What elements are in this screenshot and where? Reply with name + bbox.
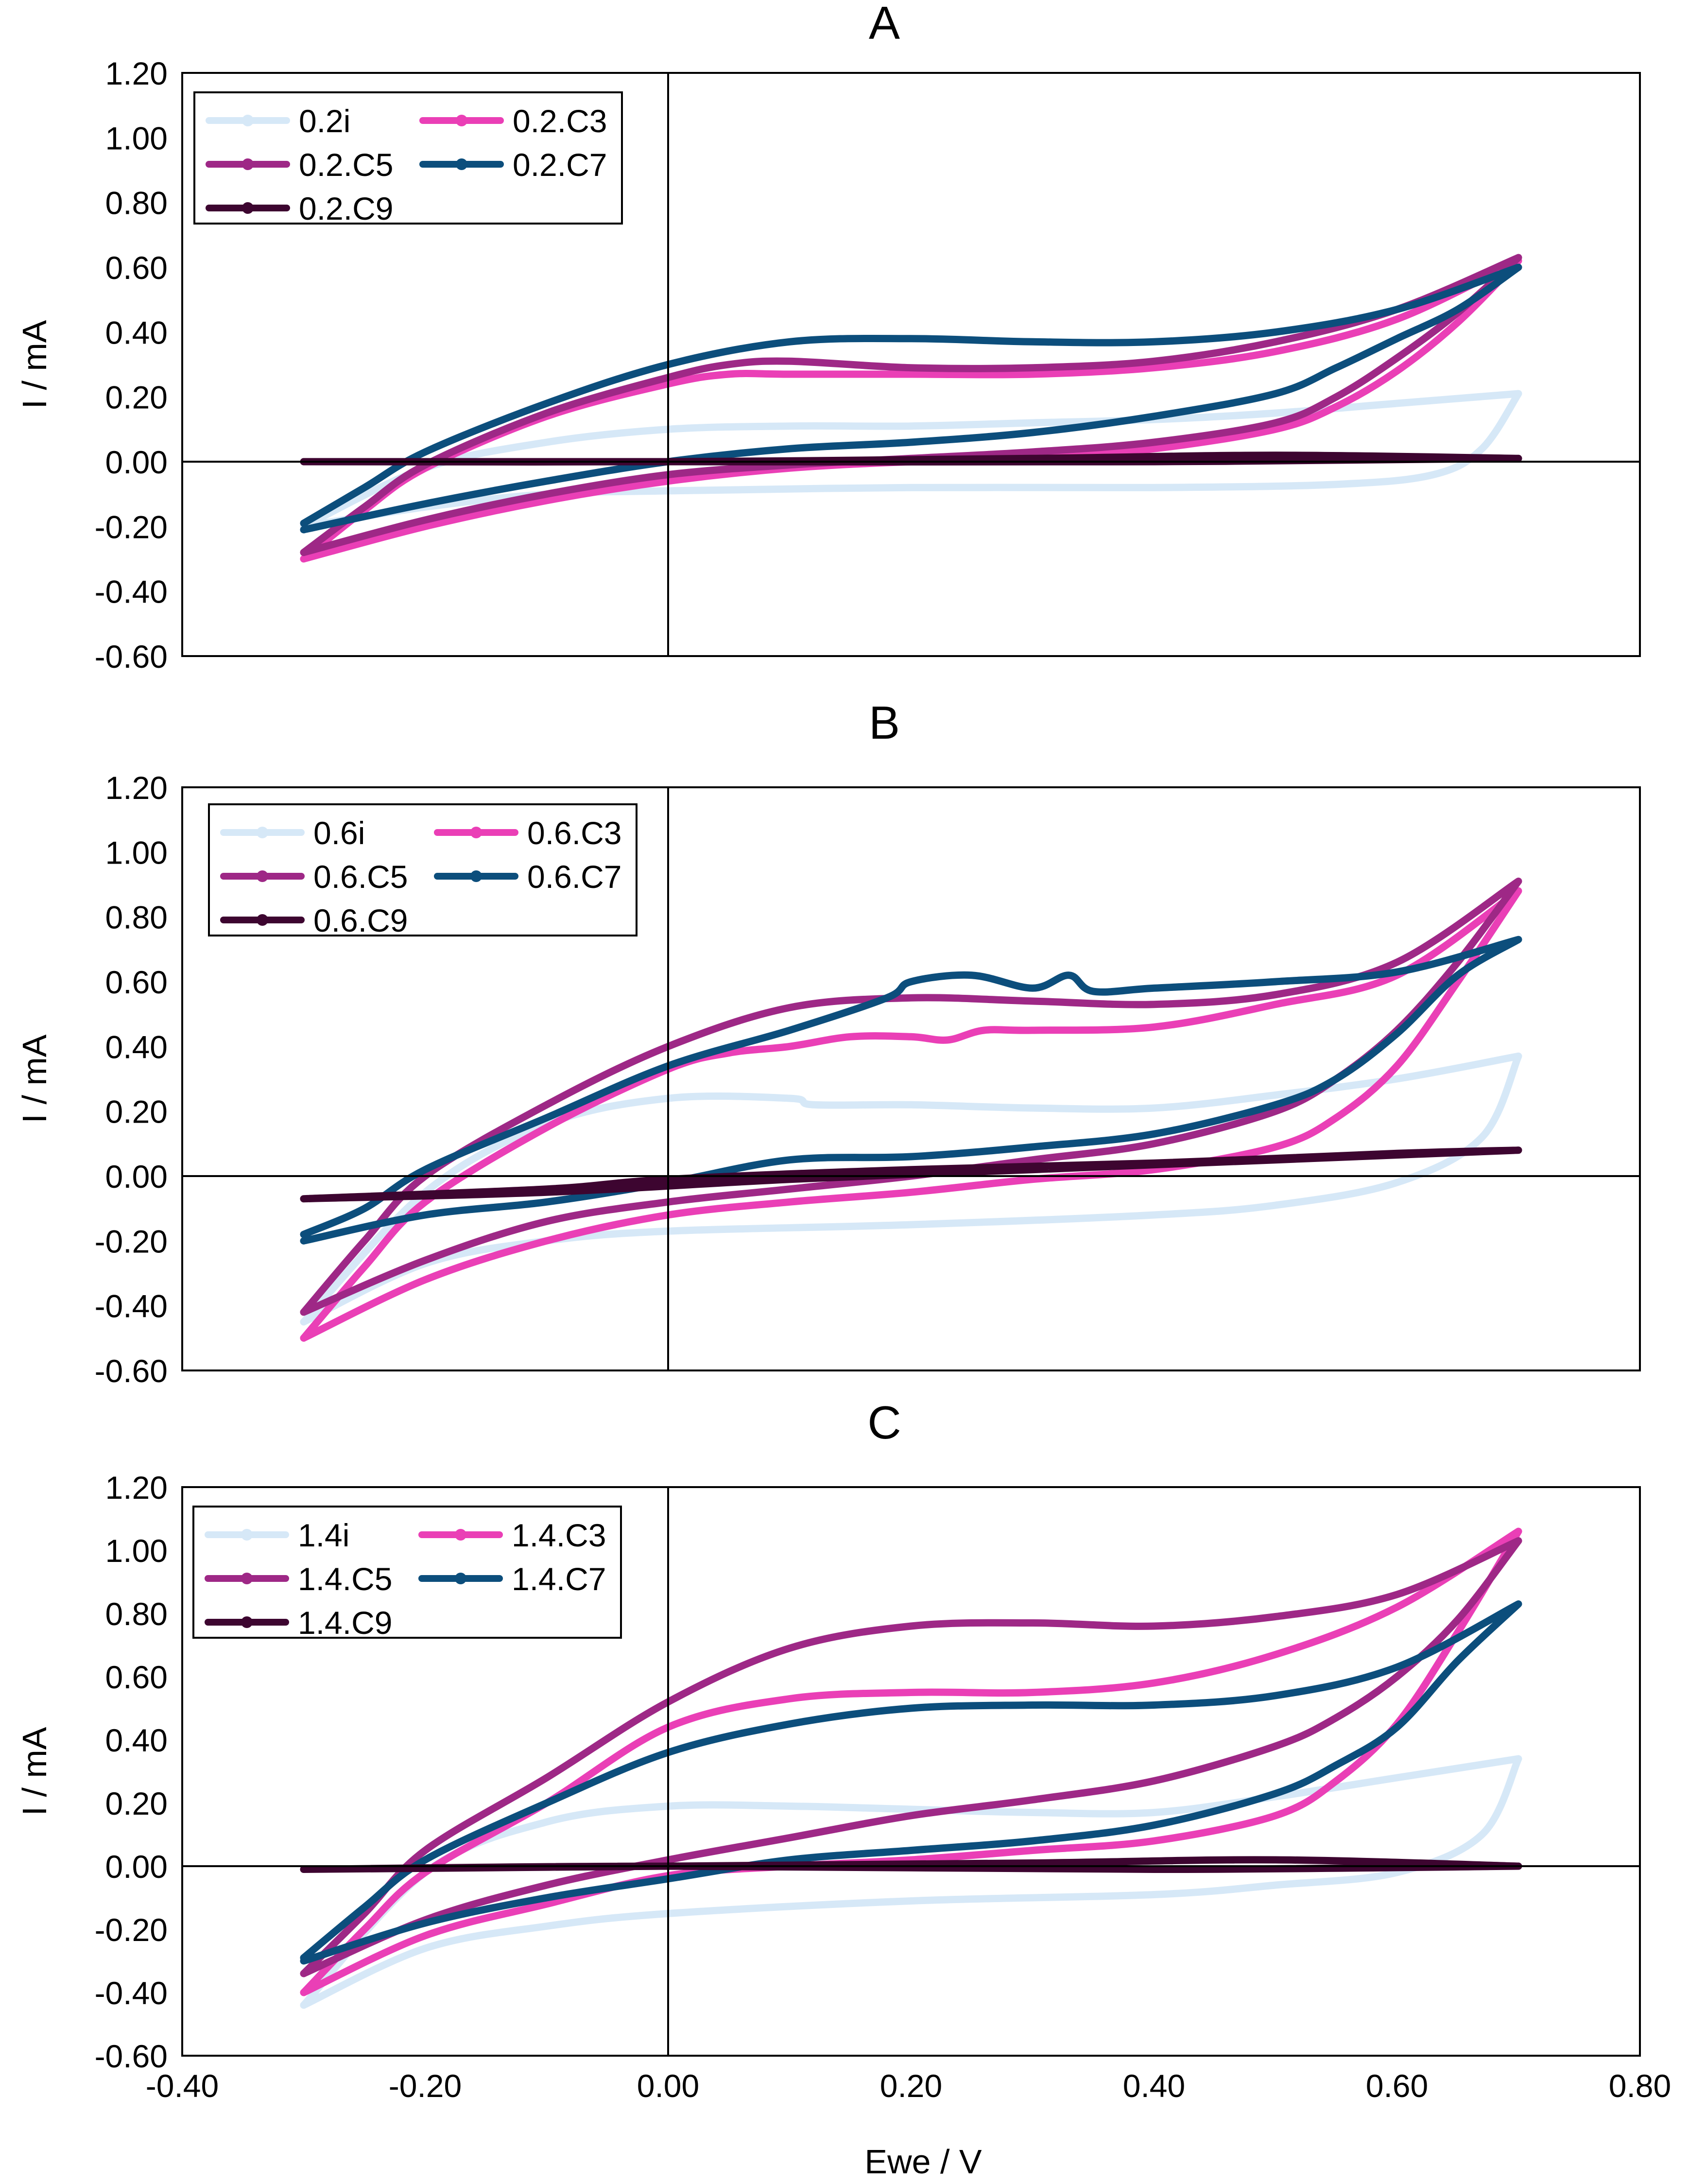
- y-tick-label: -0.40: [95, 574, 168, 610]
- chart-panel-B: B I / mA 1.20 1.00 0.80 0.60 0.40 0.20 0.00 -0.20…: [16, 697, 1641, 1389]
- plot-frame: [181, 1486, 1641, 2057]
- x-tick-label: 0.20: [880, 2068, 942, 2104]
- series-line-0.2.C3: [300, 257, 1522, 563]
- y-tick-label: 0.60: [105, 964, 168, 1000]
- legend-label: 0.2.C7: [513, 147, 607, 183]
- legend-marker: [257, 827, 268, 838]
- y-tick-label: 1.20: [105, 55, 168, 91]
- series-line-0.2i: [300, 390, 1522, 530]
- legend-label: 0.6.C7: [527, 859, 621, 895]
- legend-marker: [257, 870, 268, 882]
- legend-box: [193, 91, 623, 225]
- series-line-0.6.C3: [300, 887, 1522, 1342]
- y-tick-label: 1.00: [105, 834, 168, 870]
- x-tick-label: -0.40: [146, 2068, 219, 2104]
- series-line-1.4.C5: [300, 1537, 1522, 1977]
- chart-panel-A: A I / mA 1.20 1.00 0.80 0.60 0.40 0.20 0.00 -0.20…: [16, 0, 1641, 675]
- plot-frame: [181, 786, 1641, 1371]
- legend-marker: [455, 1529, 466, 1541]
- legend-label: 1.4.C9: [298, 1605, 392, 1641]
- legend-marker: [242, 158, 254, 170]
- legend-label: 0.6.C3: [527, 815, 621, 851]
- legend-marker: [257, 914, 268, 926]
- y-tick-label: 0.00: [105, 1849, 168, 1885]
- y-axis-label: I / mA: [16, 320, 53, 409]
- legend: 0.6i 0.6.C3 0.6.C5 0.6.C7 0.6.C9: [208, 803, 638, 938]
- legend-label: 1.4i: [298, 1517, 349, 1553]
- y-axis-label: I / mA: [16, 1727, 53, 1816]
- legend-box: [192, 1506, 622, 1639]
- legend: 0.2i 0.2.C3 0.2.C5 0.2.C7 0.2.C9: [193, 91, 623, 226]
- legend-marker: [470, 870, 482, 882]
- y-tick-label: -0.20: [95, 1223, 168, 1259]
- legend-marker: [456, 115, 467, 126]
- legend-label: 0.6i: [313, 815, 365, 851]
- series-line-1.4.C9: [300, 1856, 1522, 1873]
- y-tick-label: 0.40: [105, 1029, 168, 1065]
- legend-label: 0.2.C3: [513, 103, 607, 139]
- y-tick-label: 0.20: [105, 1785, 168, 1821]
- legend-marker: [241, 1573, 253, 1584]
- y-tick-label: -0.20: [95, 509, 168, 545]
- x-tick-label: 0.60: [1366, 2068, 1428, 2104]
- series-line-1.4i: [300, 1755, 1522, 2009]
- y-tick-label: 0.80: [105, 900, 168, 936]
- chart-title: C: [867, 1397, 901, 1449]
- chart-title: B: [869, 697, 900, 749]
- legend-label: 0.6.C5: [313, 859, 408, 895]
- legend-label: 1.4.C5: [298, 1561, 392, 1597]
- legend-marker: [242, 202, 254, 214]
- plot-frame: [181, 72, 1641, 657]
- legend-box: [208, 803, 638, 936]
- x-tick-label: -0.20: [389, 2068, 462, 2104]
- series-line-0.6.C5: [300, 877, 1522, 1316]
- y-tick-label: 1.00: [105, 120, 168, 156]
- y-tick-label: 0.40: [105, 314, 168, 350]
- y-tick-label: 0.40: [105, 1722, 168, 1758]
- legend-label: 0.2.C9: [299, 191, 393, 226]
- legend-label: 0.6.C9: [313, 902, 408, 938]
- y-tick-label: 1.20: [105, 1470, 168, 1506]
- legend-marker: [242, 115, 254, 126]
- legend-marker: [456, 158, 467, 170]
- legend-label: 1.4.C3: [512, 1517, 606, 1553]
- legend-label: 0.2i: [299, 103, 350, 139]
- legend-marker: [470, 827, 482, 838]
- legend-marker: [241, 1616, 253, 1628]
- legend-marker: [455, 1573, 466, 1584]
- y-tick-label: -0.60: [95, 1353, 168, 1389]
- y-tick-label: -0.60: [95, 639, 168, 675]
- y-tick-label: -0.20: [95, 1912, 168, 1948]
- y-tick-label: 1.20: [105, 770, 168, 806]
- chart-panel-C: C I / mA 1.20 1.00 0.80 0.60 0.40 0.20 0.00 -0.20…: [16, 1397, 1671, 2104]
- series-line-0.6i: [300, 1052, 1522, 1326]
- x-axis-label: Ewe / V: [864, 2143, 982, 2181]
- y-tick-label: 0.80: [105, 185, 168, 221]
- y-tick-label: 1.00: [105, 1533, 168, 1569]
- legend-marker: [241, 1529, 253, 1541]
- y-tick-label: 0.60: [105, 250, 168, 286]
- y-tick-label: 0.20: [105, 380, 168, 416]
- x-tick-label: 0.40: [1123, 2068, 1185, 2104]
- y-tick-label: 0.00: [105, 1159, 168, 1195]
- chart-title: A: [869, 0, 900, 49]
- y-tick-label: 0.80: [105, 1596, 168, 1632]
- y-tick-label: -0.60: [95, 2038, 168, 2074]
- x-tick-label: 0.00: [637, 2068, 699, 2104]
- y-tick-label: 0.60: [105, 1659, 168, 1695]
- y-tick-label: -0.40: [95, 1975, 168, 2011]
- y-tick-label: 0.00: [105, 444, 168, 480]
- legend-label: 1.4.C7: [512, 1561, 606, 1597]
- x-tick-label: 0.80: [1609, 2068, 1671, 2104]
- y-tick-label: -0.40: [95, 1288, 168, 1324]
- legend: 1.4i 1.4.C3 1.4.C5 1.4.C7 1.4.C9: [192, 1506, 622, 1641]
- series-line-0.6.C7: [300, 936, 1522, 1245]
- legend-label: 0.2.C5: [299, 147, 393, 183]
- y-tick-label: 0.20: [105, 1094, 168, 1130]
- y-axis-label: I / mA: [16, 1034, 53, 1123]
- series-line-0.2.C7: [300, 263, 1522, 534]
